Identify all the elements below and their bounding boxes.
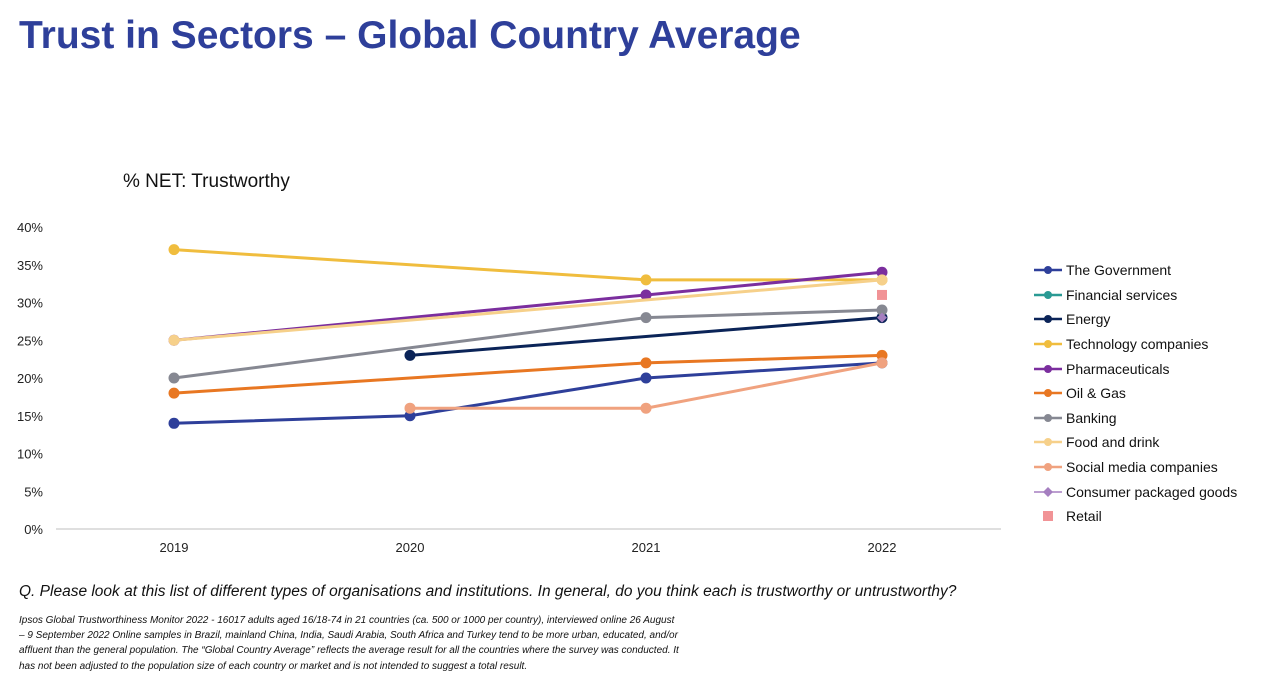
data-point [168,387,180,399]
legend-swatch [1034,266,1062,275]
data-point [640,274,652,286]
y-tick-label: 10% [17,447,43,462]
legend-swatch [1034,413,1062,422]
y-tick-label: 35% [17,258,43,273]
legend-item: Pharmaceuticals [1034,356,1237,381]
x-tick-label: 2020 [396,540,425,555]
legend-item: Financial services [1034,283,1237,308]
data-point [404,402,416,414]
data-point [168,417,180,429]
data-point [168,372,180,384]
legend-swatch [1034,290,1062,299]
data-point [640,357,652,369]
legend-item: Consumer packaged goods [1034,479,1237,504]
legend-label: Food and drink [1066,434,1160,451]
data-point [876,349,888,361]
data-point [877,289,887,300]
data-point [168,244,180,256]
legend-label: Retail [1066,508,1102,525]
x-tick-label: 2019 [160,540,189,555]
series-line-3 [173,248,882,282]
data-point [640,289,652,301]
legend-item: Social media companies [1034,455,1237,480]
y-tick-label: 25% [17,333,43,348]
survey-question: Q. Please look at this list of different… [19,583,957,600]
legend-label: Financial services [1066,286,1178,303]
legend-swatch [1034,364,1062,373]
series-line-8 [410,361,883,410]
legend-item: Food and drink [1034,430,1237,455]
legend-label: Banking [1066,409,1117,426]
legend-swatch [1034,315,1062,324]
legend-item: Banking [1034,406,1237,431]
y-tick-label: 15% [17,409,43,424]
legend-label: Pharmaceuticals [1066,360,1170,377]
y-tick-label: 30% [17,296,43,311]
page-title: Trust in Sectors – Global Country Averag… [19,14,801,57]
chart-title: % NET: Trustworthy [123,171,290,192]
legend-item: Oil & Gas [1034,381,1237,406]
data-point [877,312,887,323]
legend-label: Consumer packaged goods [1066,483,1238,500]
data-point [640,372,652,384]
y-tick-label: 5% [24,484,43,499]
y-tick-label: 20% [17,371,43,386]
data-point [876,304,888,316]
legend-item: Energy [1034,307,1237,332]
data-point [640,402,652,414]
legend-swatch [1034,486,1062,497]
legend: The Government Financial services Energy Te… [1034,258,1237,529]
legend-item: Retail [1034,504,1237,529]
legend-item: Technology companies [1034,332,1237,357]
legend-label: Technology companies [1066,336,1209,353]
data-point [876,357,888,369]
x-tick-label: 2022 [868,540,897,555]
methodology-note: Ipsos Global Trustworthiness Monitor 202… [19,615,679,672]
legend-label: The Government [1066,262,1172,279]
data-point [404,410,416,422]
y-tick-label: 40% [17,220,43,235]
series-line-6 [173,308,883,380]
data-point [640,312,652,324]
data-point [168,334,180,346]
series-line-7 [173,278,883,342]
legend-label: Social media companies [1066,459,1218,476]
data-point [876,274,888,286]
x-tick-label: 2021 [632,540,661,555]
legend-label: Oil & Gas [1066,385,1126,402]
legend-swatch [1034,340,1062,349]
series-line-2 [409,316,883,357]
legend-swatch [1034,463,1062,472]
data-point [404,349,416,361]
legend-label: Energy [1066,311,1111,328]
legend-swatch [1034,389,1062,398]
data-point [876,266,888,278]
series-line-5 [173,353,883,395]
legend-item: The Government [1034,258,1237,283]
legend-swatch [1043,511,1053,522]
y-tick-label: 0% [24,522,43,537]
legend-swatch [1034,438,1062,447]
series-line-0 [173,361,883,425]
